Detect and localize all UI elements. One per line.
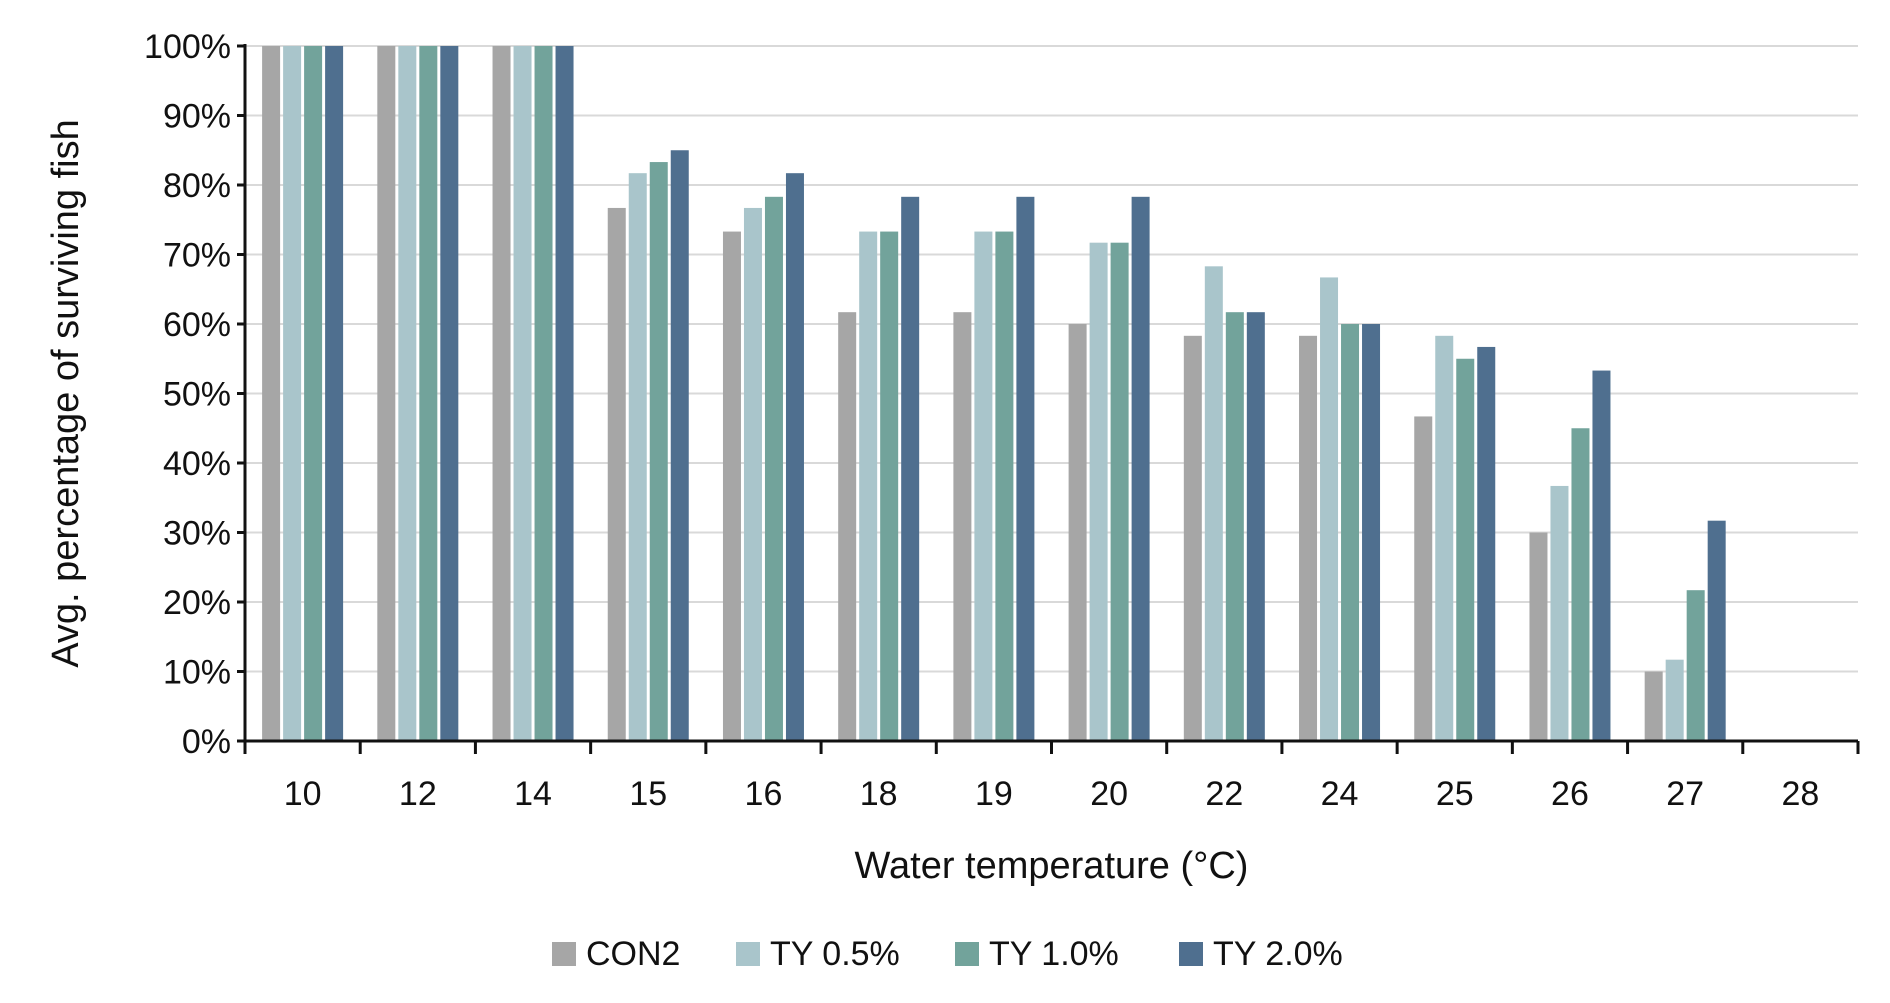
bar	[283, 46, 302, 741]
y-tick-label: 40%	[163, 445, 231, 483]
legend: CON2 TY 0.5% TY 1.0% TY 2.0%	[552, 935, 1343, 973]
bar	[1592, 370, 1611, 741]
bar	[1320, 277, 1339, 741]
x-tick-label: 20	[1090, 775, 1128, 813]
bar	[398, 46, 417, 741]
axes	[237, 44, 1860, 754]
x-axis-title: Water temperature (°C)	[855, 845, 1249, 887]
y-tick-label: 30%	[163, 515, 231, 553]
bar	[492, 46, 511, 741]
bar	[1131, 196, 1150, 741]
bar	[325, 46, 344, 741]
x-tick-labels: 10 12 14 15 16 18 19 20 22 24 25 26 27 28	[284, 775, 1820, 813]
x-tick-label: 15	[629, 775, 667, 813]
bar	[1435, 335, 1454, 741]
x-tick-label: 16	[745, 775, 783, 813]
bar	[901, 196, 920, 741]
bar	[262, 46, 281, 741]
bar	[1299, 335, 1318, 741]
x-tick-label: 22	[1205, 775, 1243, 813]
bar	[649, 162, 668, 741]
bar	[1414, 416, 1433, 741]
y-axis-title: Avg. percentage of surviving fish	[45, 119, 87, 668]
x-tick-label: 10	[284, 775, 322, 813]
y-tick-label: 10%	[163, 654, 231, 692]
legend-swatch	[736, 942, 760, 966]
x-tick-label: 12	[399, 775, 437, 813]
x-tick-label: 19	[975, 775, 1013, 813]
y-tick-label: 20%	[163, 584, 231, 622]
bars-group	[262, 46, 1726, 741]
bar	[859, 231, 878, 741]
bar	[670, 150, 689, 741]
bar	[1110, 242, 1129, 741]
bar	[785, 173, 804, 741]
bar	[1456, 358, 1475, 741]
x-tick-label: 28	[1781, 775, 1819, 813]
y-tick-label: 60%	[163, 306, 231, 344]
bar	[880, 231, 899, 741]
x-tick-label: 24	[1321, 775, 1359, 813]
y-tick-label: 80%	[163, 167, 231, 205]
y-tick-label: 0%	[182, 723, 231, 761]
bar	[1707, 520, 1726, 741]
gridlines	[245, 45, 1858, 673]
bar	[764, 196, 783, 741]
bar	[838, 312, 857, 741]
bar	[419, 46, 438, 741]
bar	[1068, 324, 1087, 741]
legend-label: CON2	[586, 935, 680, 973]
legend-label: TY 0.5%	[770, 935, 900, 973]
bar	[1550, 485, 1569, 741]
bar	[722, 231, 741, 741]
y-tick-label: 90%	[163, 98, 231, 136]
bar	[953, 312, 972, 741]
bar	[1665, 659, 1684, 741]
legend-swatch	[1179, 942, 1203, 966]
bar	[1644, 671, 1663, 741]
bar	[1341, 324, 1360, 741]
bar	[743, 207, 762, 741]
y-tick-label: 70%	[163, 237, 231, 275]
bar	[974, 231, 993, 741]
y-tick-label: 50%	[163, 376, 231, 414]
bar	[534, 46, 553, 741]
x-tick-label: 27	[1666, 775, 1704, 813]
legend-swatch	[552, 942, 576, 966]
legend-label: TY 1.0%	[989, 935, 1119, 973]
bar	[1183, 335, 1202, 741]
bar	[1529, 532, 1548, 741]
bar	[628, 173, 647, 741]
bar	[607, 207, 626, 741]
bar	[555, 46, 574, 741]
y-tick-labels: 0% 10% 20% 30% 40% 50% 60% 70% 80% 90% 100%	[144, 28, 231, 761]
x-tick-label: 26	[1551, 775, 1589, 813]
x-tick-label: 25	[1436, 775, 1474, 813]
bar	[304, 46, 323, 741]
bar	[1362, 324, 1381, 741]
x-tick-label: 18	[860, 775, 898, 813]
bar	[1225, 312, 1244, 741]
bar	[377, 46, 396, 741]
legend-label: TY 2.0%	[1213, 935, 1343, 973]
bar	[1686, 590, 1705, 741]
y-tick-label: 100%	[144, 28, 231, 66]
bar	[1477, 346, 1496, 741]
bar	[513, 46, 532, 741]
bar	[1204, 266, 1223, 741]
bar	[1246, 312, 1265, 741]
bar	[995, 231, 1014, 741]
legend-swatch	[955, 942, 979, 966]
x-tick-label: 14	[514, 775, 552, 813]
bar	[1089, 242, 1108, 741]
bar	[440, 46, 459, 741]
bar	[1016, 196, 1035, 741]
bar	[1571, 428, 1590, 741]
